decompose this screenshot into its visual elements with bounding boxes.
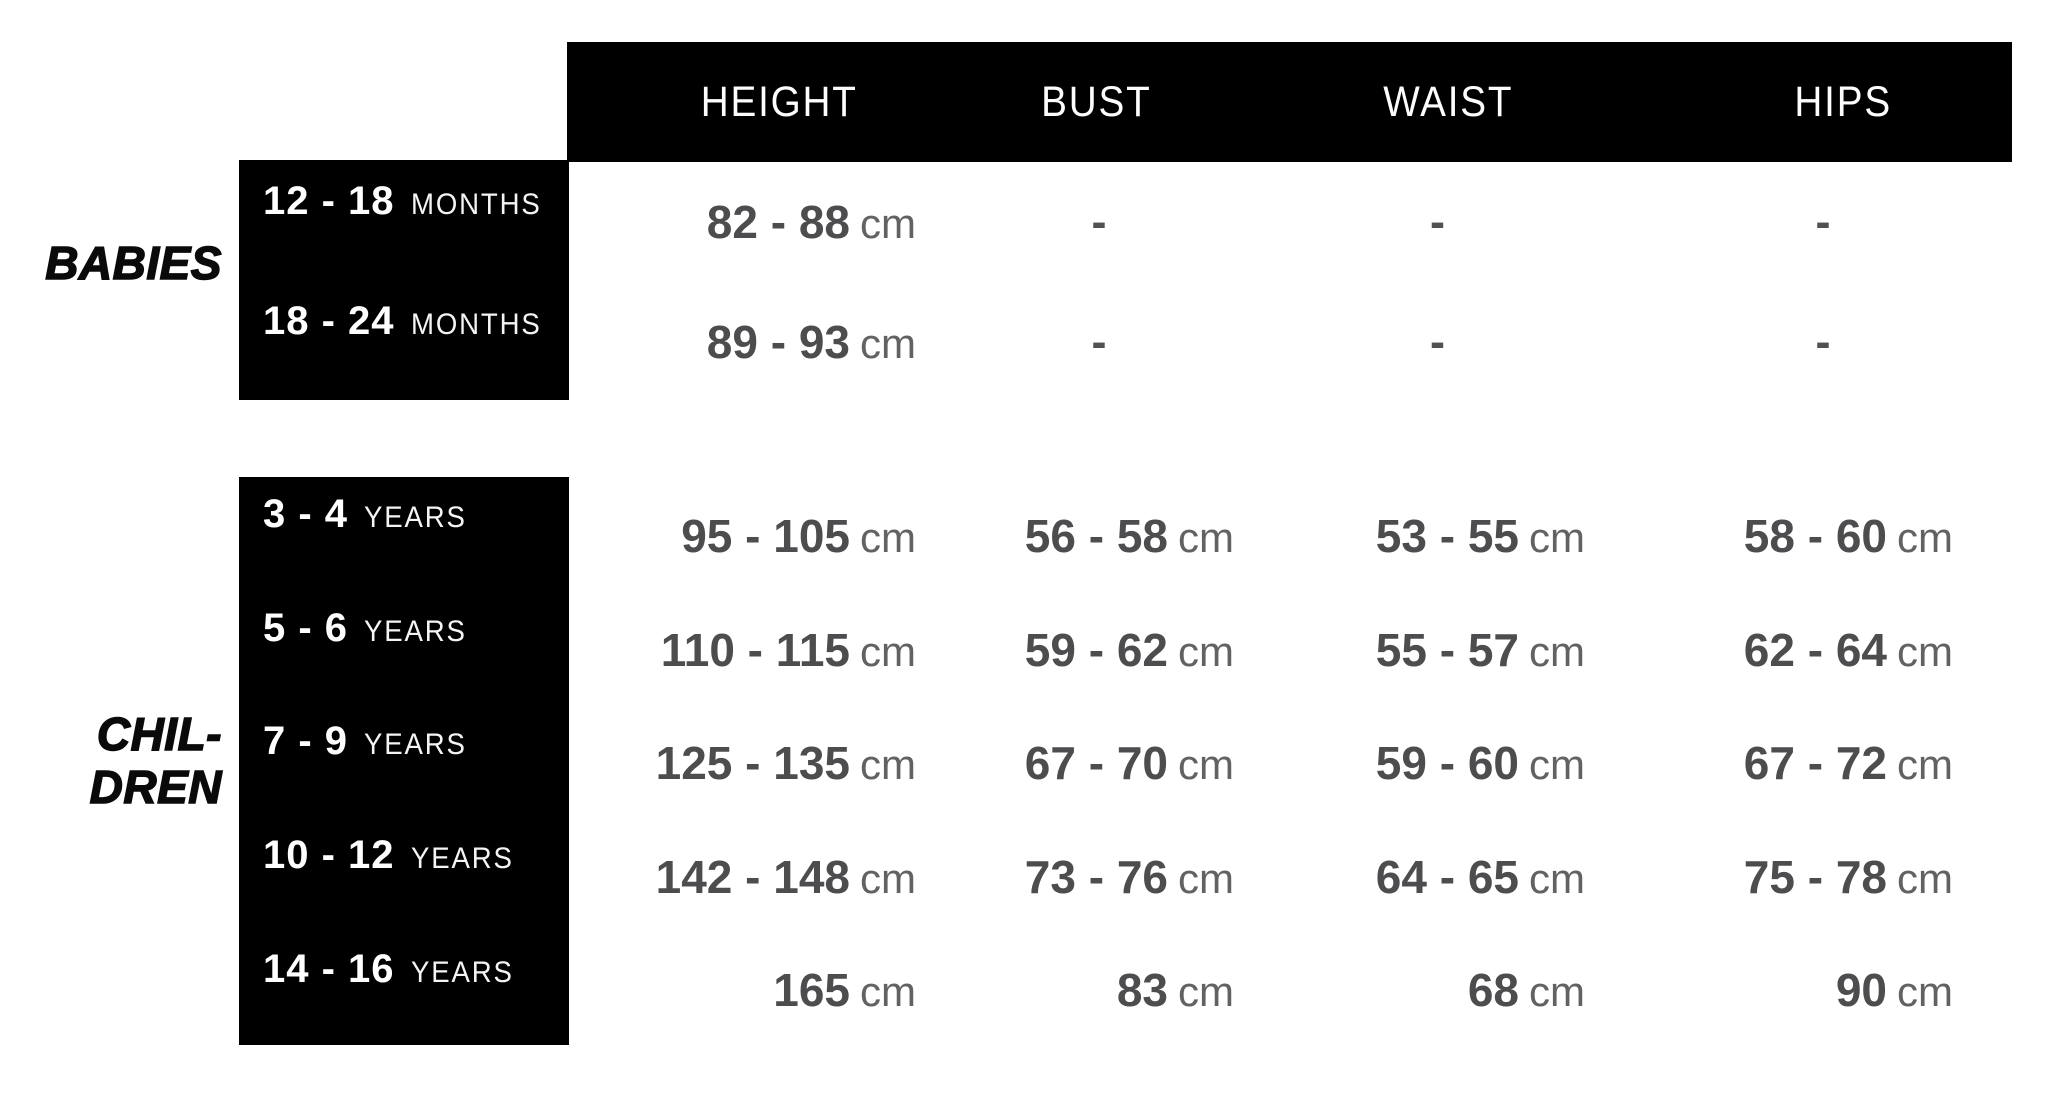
table-row-12-18-months: 82 - 88 cm - - - (567, 160, 2048, 280)
hips-cell: 67 - 72 cm (1743, 737, 1953, 789)
group-title-line: BABIES (44, 236, 222, 290)
size-label-5-6-years: 5 - 6 YEARS (239, 591, 569, 705)
waist-cell: - (1430, 196, 1445, 247)
column-header-hips: HIPS (1628, 78, 2012, 127)
age-unit: YEARS (364, 614, 467, 648)
table-row-14-16-years: 165 cm 83 cm 68 cm 90 cm (567, 931, 2048, 1045)
age-unit: YEARS (410, 955, 514, 989)
bust-cell: - (1091, 316, 1107, 367)
column-header-height: HEIGHT (567, 78, 951, 127)
size-label-18-24-months: 18 - 24 MONTHS (239, 280, 569, 400)
age-range: 7 - 9 (263, 719, 349, 764)
table-row-7-9-years: 125 - 135 cm 67 - 70 cm 59 - 60 cm 67 - 72 c… (567, 704, 2048, 818)
hips-cell: 62 - 64 cm (1743, 624, 1953, 676)
height-cell: 165 cm (773, 964, 916, 1016)
waist-cell: 64 - 65 cm (1375, 851, 1585, 903)
age-unit: MONTHS (410, 187, 542, 221)
size-label-12-18-months: 12 - 18 MONTHS (239, 160, 569, 280)
age-range: 5 - 6 (263, 605, 349, 650)
age-range: 14 - 16 (263, 946, 395, 991)
height-cell: 89 - 93 cm (706, 316, 916, 368)
age-unit: YEARS (364, 728, 467, 762)
table-row-18-24-months: 89 - 93 cm - - - (567, 280, 2048, 400)
hips-cell: - (1815, 316, 1831, 367)
babies-size-box: 12 - 18 MONTHS 18 - 24 MONTHS (239, 160, 569, 400)
children-size-box: 3 - 4 YEARS 5 - 6 YEARS 7 - 9 YEARS 10 - 12… (239, 477, 569, 1045)
column-header-bar: HEIGHT BUST WAIST HIPS (567, 42, 2012, 162)
waist-cell: 59 - 60 cm (1375, 737, 1585, 789)
waist-cell: 68 cm (1467, 964, 1585, 1016)
size-label-3-4-years: 3 - 4 YEARS (239, 477, 569, 591)
waist-cell: 53 - 55 cm (1375, 510, 1585, 562)
bust-cell: 56 - 58 cm (1024, 510, 1234, 562)
hips-cell: 90 cm (1835, 964, 1953, 1016)
age-range: 3 - 4 (263, 492, 349, 537)
table-row-10-12-years: 142 - 148 cm 73 - 76 cm 64 - 65 cm 75 - 78 c… (567, 818, 2048, 932)
height-cell: 142 - 148 cm (655, 851, 916, 903)
group-title-children: CHIL- DREN (0, 477, 222, 1045)
column-header-label: WAIST (1383, 77, 1514, 126)
age-unit: YEARS (364, 501, 467, 535)
age-range: 10 - 12 (263, 833, 395, 878)
hips-cell: - (1815, 196, 1831, 247)
height-cell: 95 - 105 cm (681, 510, 916, 562)
column-header-label: BUST (1040, 77, 1152, 126)
column-header-bust: BUST (951, 78, 1277, 127)
height-cell: 110 - 115 cm (660, 624, 916, 676)
size-label-14-16-years: 14 - 16 YEARS (239, 931, 569, 1045)
height-cell: 82 - 88 cm (706, 196, 916, 248)
column-header-label: HEIGHT (700, 77, 858, 126)
bust-cell: - (1091, 196, 1107, 247)
waist-cell: - (1430, 316, 1445, 367)
table-row-3-4-years: 95 - 105 cm 56 - 58 cm 53 - 55 cm 58 - 60 cm (567, 477, 2048, 591)
group-title-babies: BABIES (0, 143, 222, 383)
bust-cell: 83 cm (1116, 964, 1234, 1016)
bust-cell: 59 - 62 cm (1024, 624, 1234, 676)
hips-cell: 58 - 60 cm (1743, 510, 1953, 562)
bust-cell: 73 - 76 cm (1024, 851, 1234, 903)
age-unit: YEARS (410, 842, 514, 876)
group-title-line: CHIL- (96, 707, 222, 761)
age-unit: MONTHS (410, 307, 542, 341)
hips-cell: 75 - 78 cm (1743, 851, 1953, 903)
waist-cell: 55 - 57 cm (1375, 624, 1585, 676)
table-row-5-6-years: 110 - 115 cm 59 - 62 cm 55 - 57 cm 62 - 64 c… (567, 591, 2048, 705)
bust-cell: 67 - 70 cm (1024, 737, 1234, 789)
size-label-10-12-years: 10 - 12 YEARS (239, 818, 569, 932)
age-range: 18 - 24 (263, 298, 395, 343)
size-label-7-9-years: 7 - 9 YEARS (239, 704, 569, 818)
height-cell: 125 - 135 cm (655, 737, 916, 789)
column-header-waist: WAIST (1277, 78, 1628, 127)
group-title-line: DREN (89, 760, 222, 814)
column-header-label: HIPS (1794, 77, 1892, 126)
age-range: 12 - 18 (263, 178, 395, 223)
